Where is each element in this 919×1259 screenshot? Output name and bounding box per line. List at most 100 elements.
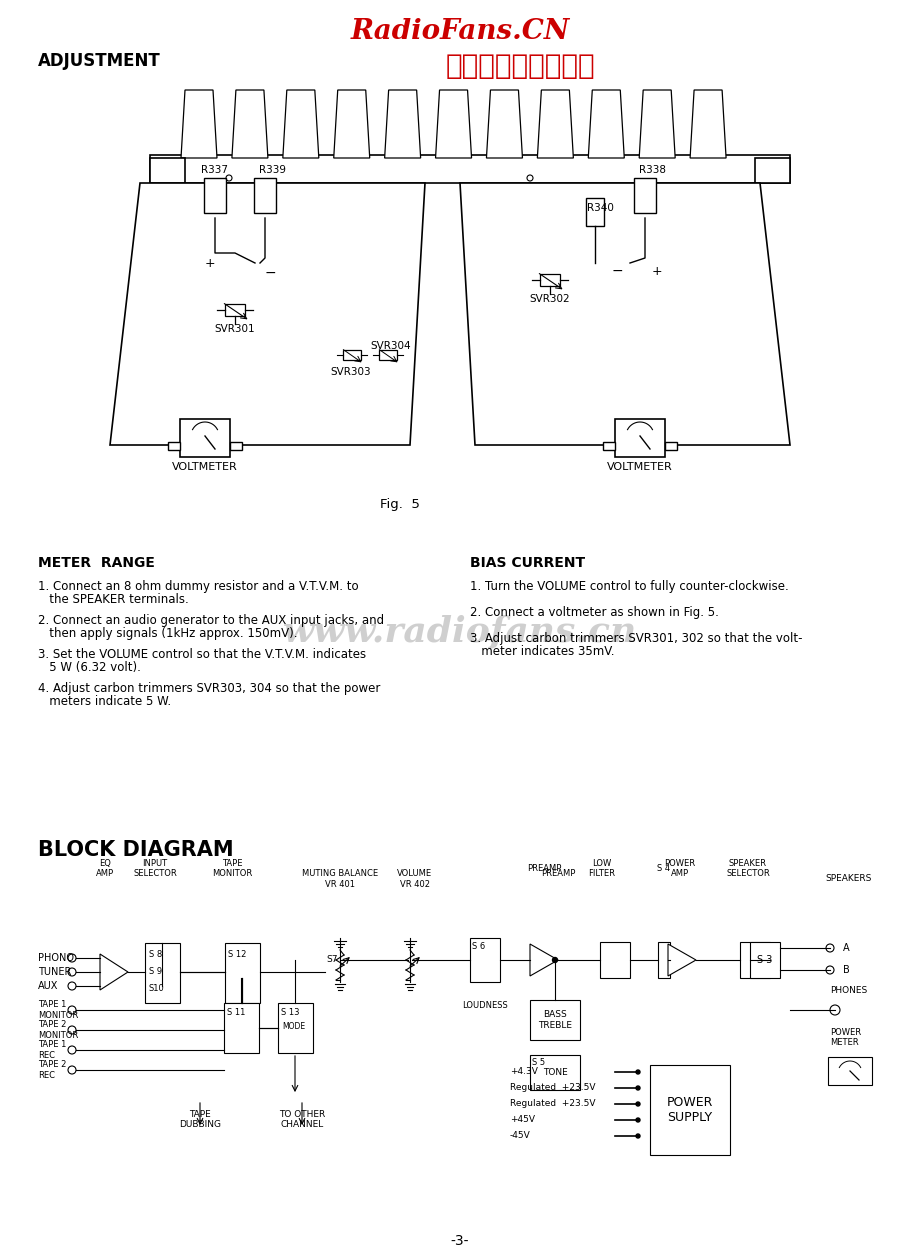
Text: RadioFans.CN: RadioFans.CN [350, 18, 569, 45]
Text: VOLTMETER: VOLTMETER [172, 462, 238, 472]
Text: TAPE
MONITOR: TAPE MONITOR [211, 859, 252, 878]
Text: 1. Connect an 8 ohm dummy resistor and a V.T.V.M. to: 1. Connect an 8 ohm dummy resistor and a… [38, 580, 358, 593]
Circle shape [635, 1087, 640, 1090]
Text: 3. Set the VOLUME control so that the V.T.V.M. indicates: 3. Set the VOLUME control so that the V.… [38, 648, 366, 661]
Polygon shape [689, 89, 725, 157]
Polygon shape [100, 954, 128, 990]
Bar [230, 442, 242, 449]
Bar [150, 155, 789, 183]
Text: 收音机爱好者资料库: 收音机爱好者资料库 [445, 52, 595, 81]
Bar [633, 178, 655, 213]
Polygon shape [282, 89, 319, 157]
Text: S 8: S 8 [149, 951, 162, 959]
Circle shape [635, 1102, 640, 1105]
Text: S10: S10 [149, 985, 165, 993]
Circle shape [635, 1118, 640, 1122]
Text: TO OTHER
CHANNEL: TO OTHER CHANNEL [278, 1110, 324, 1129]
Bar [145, 943, 180, 1003]
Text: LOUDNESS: LOUDNESS [461, 1001, 507, 1010]
Polygon shape [529, 944, 558, 976]
Text: 5 W (6.32 volt).: 5 W (6.32 volt). [38, 661, 141, 674]
Text: TUNER: TUNER [38, 967, 72, 977]
Bar [657, 942, 669, 978]
Bar [225, 943, 260, 1003]
Text: -3-: -3- [450, 1234, 469, 1248]
Polygon shape [460, 183, 789, 444]
Bar [827, 1058, 871, 1085]
Text: S 13: S 13 [280, 1008, 300, 1017]
Text: +45V: +45V [509, 1115, 535, 1124]
Bar [739, 942, 769, 978]
Text: VR 401: VR 401 [324, 880, 355, 889]
Text: SVR301: SVR301 [214, 324, 255, 334]
Polygon shape [667, 944, 696, 976]
Bar [470, 938, 499, 982]
Bar [168, 442, 180, 449]
Bar [529, 1000, 579, 1040]
Text: BASS
TREBLE: BASS TREBLE [538, 1010, 572, 1030]
Bar [180, 419, 230, 457]
Text: BLOCK DIAGRAM: BLOCK DIAGRAM [38, 840, 233, 860]
Text: VOLUME: VOLUME [397, 869, 432, 878]
Bar [599, 942, 630, 978]
Text: +4.3V: +4.3V [509, 1068, 538, 1076]
Polygon shape [435, 89, 471, 157]
Text: 1. Turn the VOLUME control to fully counter-clockwise.: 1. Turn the VOLUME control to fully coun… [470, 580, 788, 593]
Polygon shape [639, 89, 675, 157]
Polygon shape [384, 89, 420, 157]
Text: 4. Adjust carbon trimmers SVR303, 304 so that the power: 4. Adjust carbon trimmers SVR303, 304 so… [38, 682, 380, 695]
Text: VOLTMETER: VOLTMETER [607, 462, 672, 472]
Bar [602, 442, 614, 449]
Bar [254, 178, 276, 213]
Text: TAPE 1
REC: TAPE 1 REC [38, 1040, 66, 1060]
Text: 2. Connect a voltmeter as shown in Fig. 5.: 2. Connect a voltmeter as shown in Fig. … [470, 606, 718, 619]
Text: PHONES: PHONES [829, 986, 867, 995]
Text: S 12: S 12 [228, 951, 246, 959]
Bar [150, 157, 185, 183]
Circle shape [635, 1070, 640, 1074]
Polygon shape [587, 89, 624, 157]
Text: ADJUSTMENT: ADJUSTMENT [38, 52, 161, 71]
Text: TAPE 2
REC: TAPE 2 REC [38, 1060, 66, 1080]
Text: SPEAKER
SELECTOR: SPEAKER SELECTOR [725, 859, 769, 878]
Text: A: A [842, 943, 849, 953]
Text: LOW
FILTER: LOW FILTER [588, 859, 615, 878]
Polygon shape [181, 89, 217, 157]
Text: +: + [651, 264, 662, 277]
Text: PREAMP: PREAMP [527, 864, 561, 872]
Text: TAPE
DUBBING: TAPE DUBBING [179, 1110, 221, 1129]
Text: POWER
METER: POWER METER [829, 1029, 860, 1047]
Bar [754, 157, 789, 183]
Polygon shape [110, 183, 425, 444]
Text: B: B [842, 964, 849, 974]
Text: S 5: S 5 [531, 1058, 545, 1066]
Text: S 9: S 9 [149, 967, 162, 976]
Bar [539, 274, 560, 286]
Text: AUX: AUX [38, 981, 58, 991]
Text: PHONO: PHONO [38, 953, 74, 963]
Text: Fig.  5: Fig. 5 [380, 499, 419, 511]
Text: −: − [610, 264, 622, 278]
Text: R337: R337 [200, 165, 228, 175]
Bar [225, 303, 244, 316]
Text: S 11: S 11 [227, 1008, 245, 1017]
Bar [204, 178, 226, 213]
Text: S 4: S 4 [657, 864, 670, 872]
Text: R339: R339 [259, 165, 286, 175]
Text: 3. Adjust carbon trimmers SVR301, 302 so that the volt-: 3. Adjust carbon trimmers SVR301, 302 so… [470, 632, 801, 645]
Text: Regulated  +23.5V: Regulated +23.5V [509, 1099, 595, 1108]
Bar [223, 1003, 259, 1053]
Text: then apply signals (1kHz approx. 150mV).: then apply signals (1kHz approx. 150mV). [38, 627, 297, 640]
Polygon shape [334, 89, 369, 157]
Text: meter indicates 35mV.: meter indicates 35mV. [470, 645, 614, 658]
Text: -45V: -45V [509, 1132, 530, 1141]
Text: meters indicate 5 W.: meters indicate 5 W. [38, 695, 171, 708]
Text: SVR303: SVR303 [330, 368, 370, 376]
Text: www.radiofans.cn: www.radiofans.cn [282, 614, 637, 648]
Text: SVR304: SVR304 [369, 341, 410, 351]
Text: −: − [264, 266, 276, 279]
Bar [343, 350, 360, 360]
Circle shape [552, 958, 557, 962]
Bar [379, 350, 397, 360]
Text: SVR302: SVR302 [529, 295, 570, 303]
